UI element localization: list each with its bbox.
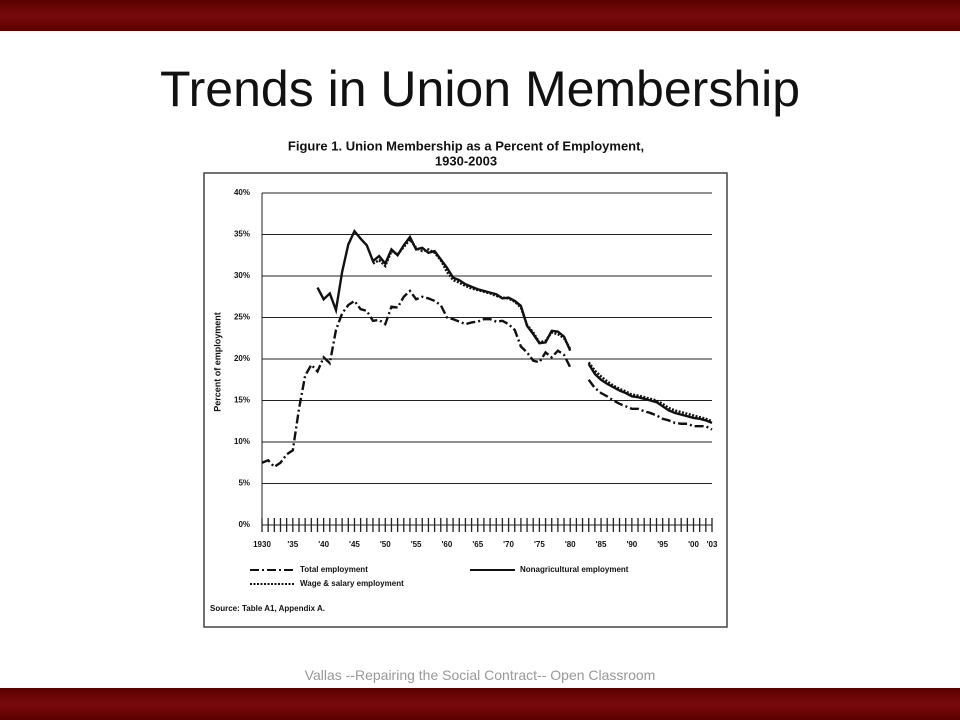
- y-tick-label: 0%: [238, 520, 250, 529]
- y-tick-label: 15%: [234, 396, 250, 405]
- x-tick-label: '95: [657, 540, 668, 549]
- x-tick-label: '90: [626, 540, 637, 549]
- legend-label: Total employment: [300, 565, 368, 574]
- figure-frame: [203, 172, 728, 628]
- legend-label: Wage & salary employment: [300, 579, 404, 588]
- y-tick-label: 10%: [234, 437, 250, 446]
- x-tick-label: '45: [349, 540, 360, 549]
- y-tick-label: 25%: [234, 313, 250, 322]
- x-tick-label: '70: [503, 540, 514, 549]
- x-tick-label: '50: [380, 540, 391, 549]
- x-tick-label: '60: [442, 540, 453, 549]
- y-tick-label: 20%: [234, 354, 250, 363]
- x-tick-label: '80: [565, 540, 576, 549]
- x-tick-label: '85: [596, 540, 607, 549]
- x-tick-label: '55: [411, 540, 422, 549]
- source-note: Source: Table A1, Appendix A.: [210, 604, 325, 613]
- series-line: [316, 228, 713, 425]
- y-tick-label: 35%: [234, 230, 250, 239]
- chart-title: Figure 1. Union Membership as a Percent …: [288, 138, 644, 153]
- bottom-bar: [0, 688, 960, 720]
- y-tick-label: 5%: [238, 479, 250, 488]
- y-tick-label: 30%: [234, 271, 250, 280]
- x-tick-label: '00: [688, 540, 699, 549]
- legend-label: Nonagricultural employment: [520, 565, 629, 574]
- slide-footer: Vallas --Repairing the Social Contract--…: [304, 667, 656, 683]
- chart: Figure 1. Union Membership as a Percent …: [203, 138, 728, 628]
- chart-subtitle: 1930-2003: [435, 153, 497, 168]
- slide-title: Trends in Union Membership: [159, 61, 801, 117]
- series-line: [261, 289, 713, 469]
- x-tick-label: '65: [472, 540, 483, 549]
- y-axis-label: Percent of employment: [212, 312, 222, 412]
- x-tick-label: '75: [534, 540, 545, 549]
- y-tick-label: 40%: [234, 188, 250, 197]
- x-tick-label: '03: [707, 540, 718, 549]
- x-tick-label: '35: [287, 540, 298, 549]
- top-bar: [0, 0, 960, 31]
- series-line: [372, 237, 713, 423]
- x-tick-label: '40: [318, 540, 329, 549]
- x-tick-label: 1930: [253, 540, 271, 549]
